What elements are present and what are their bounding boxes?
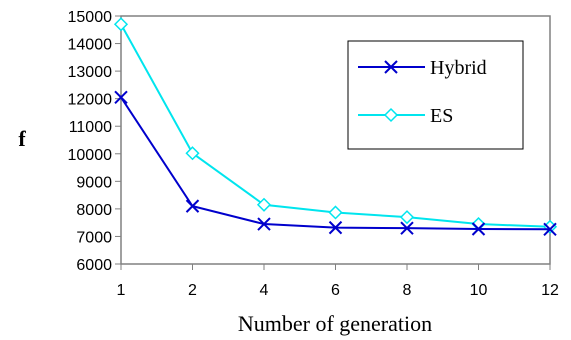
data-point-hybrid	[543, 222, 557, 236]
y-axis-label: f	[18, 126, 26, 151]
y-axis-ticks: 6000 7000 8000 9000 10000 11000 12000 13000 1400…	[68, 9, 121, 274]
legend-box	[347, 40, 524, 150]
x-stroke	[114, 90, 128, 104]
data-point-es	[328, 205, 343, 220]
data-point-es	[256, 197, 272, 212]
data-point-hybrid	[471, 222, 486, 236]
x-tick-label: 6	[331, 282, 340, 299]
legend-items: Hybrid ES	[358, 57, 487, 127]
data-point-es	[185, 146, 200, 161]
y-tick-label: 11000	[69, 119, 112, 136]
x-tick-label: 1	[117, 282, 126, 299]
legend: Hybrid ES	[347, 40, 524, 150]
x-axis-ticks: 1 2 4 6 8 10 12	[117, 264, 559, 299]
x-tick-label: 10	[470, 282, 488, 299]
data-point-hybrid	[114, 90, 128, 104]
y-tick-label: 6000	[76, 257, 112, 274]
data-point-hybrid	[257, 217, 271, 231]
data-point-hybrid	[328, 220, 343, 235]
data-point-es	[399, 210, 415, 225]
data-point-hybrid	[185, 199, 200, 213]
legend-marker-es	[383, 107, 399, 123]
x-stroke	[384, 60, 398, 74]
legend-marker-hybrid	[384, 60, 398, 74]
x-stroke	[185, 199, 200, 213]
y-tick-label: 7000	[76, 229, 112, 246]
data-point-hybrid	[400, 221, 414, 235]
x-stroke	[543, 222, 557, 236]
x-stroke	[328, 220, 343, 235]
x-tick-label: 8	[403, 282, 412, 299]
legend-label-hybrid: Hybrid	[430, 57, 487, 79]
y-tick-label: 12000	[68, 92, 113, 109]
series-layer	[113, 17, 558, 236]
y-tick-label: 15000	[68, 9, 113, 26]
data-point-es	[113, 17, 129, 32]
x-stroke	[471, 222, 486, 236]
y-tick-label: 14000	[68, 37, 113, 54]
x-tick-label: 4	[260, 282, 269, 299]
legend-label-es: ES	[430, 105, 453, 127]
x-stroke	[400, 221, 414, 235]
y-tick-label: 8000	[76, 202, 112, 219]
y-tick-label: 13000	[68, 64, 113, 81]
y-tick-label: 10000	[68, 147, 113, 164]
x-axis-label: Number of generation	[238, 311, 432, 336]
y-tick-label: 9000	[76, 174, 112, 191]
x-stroke	[257, 217, 271, 231]
x-tick-label: 2	[188, 282, 197, 299]
x-tick-label: 12	[541, 282, 559, 299]
